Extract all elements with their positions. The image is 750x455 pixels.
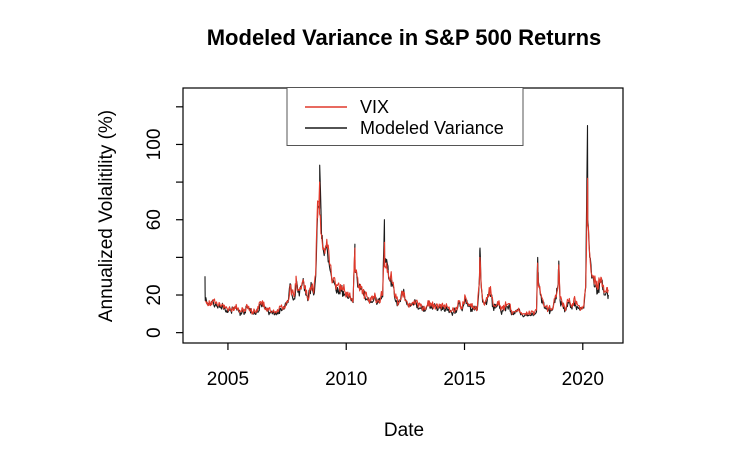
x-tick-label: 2005 [207,369,249,390]
x-tick-label: 2020 [562,369,604,390]
legend-label-modeled-variance: Modeled Variance [360,118,504,138]
y-axis-title: Annualized Volalitility (%) [96,110,117,322]
x-axis: 2005 2010 2015 2020 [207,343,604,390]
legend: VIX Modeled Variance [286,87,524,146]
x-tick-label: 2015 [443,369,485,390]
x-axis-title: Date [384,420,424,441]
y-axis: 0 20 60 100 [144,106,183,338]
legend-label-vix: VIX [360,97,389,117]
chart-title: Modeled Variance in S&P 500 Returns [207,25,602,50]
y-tick-label: 20 [144,284,165,305]
series-lines [204,125,609,318]
vix-line [205,177,609,316]
x-tick-label: 2010 [325,369,367,390]
modeled-variance-line [204,125,609,318]
y-tick-label: 0 [144,327,165,338]
legend-box [286,87,524,146]
y-tick-label: 60 [144,209,165,230]
y-tick-label: 100 [144,129,165,161]
